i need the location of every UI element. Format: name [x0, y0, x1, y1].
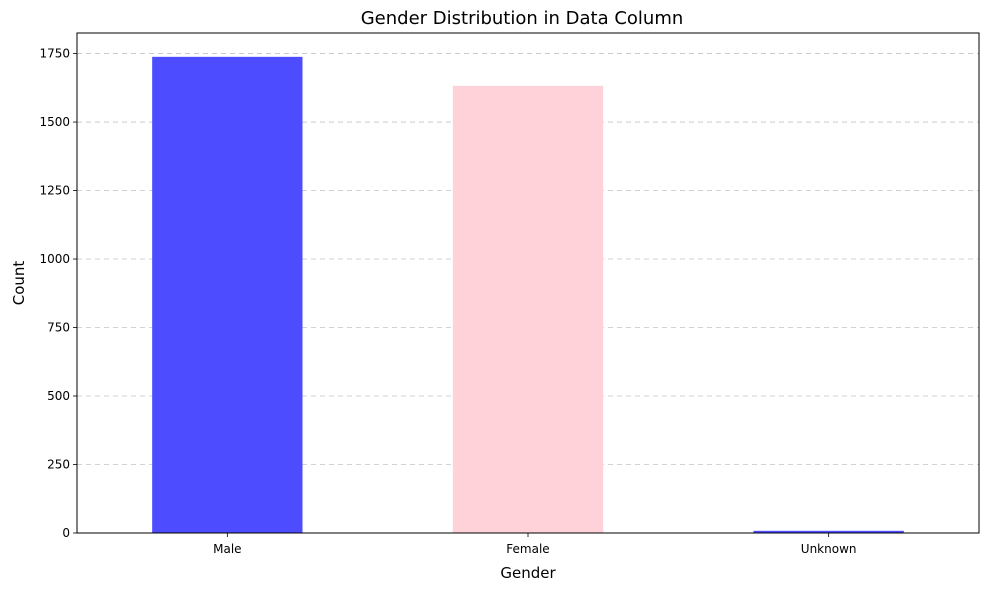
- x-axis-label: Gender: [500, 564, 556, 582]
- bar-female: [452, 85, 604, 533]
- bar-unknown: [753, 530, 904, 533]
- y-tick-label: 500: [47, 389, 70, 403]
- y-tick-label: 1750: [39, 47, 70, 61]
- chart-title: Gender Distribution in Data Column: [361, 8, 684, 29]
- x-tick-label: Unknown: [801, 542, 857, 556]
- y-tick-label: 1250: [39, 184, 70, 198]
- x-tick-label: Male: [213, 542, 241, 556]
- bar-male: [152, 56, 303, 533]
- x-axis-ticks: Male Female Unknown: [213, 533, 857, 556]
- bars: [152, 56, 904, 533]
- y-tick-label: 250: [47, 458, 70, 472]
- y-tick-label: 1500: [39, 115, 70, 129]
- y-tick-label: 0: [62, 526, 70, 540]
- y-axis-ticks: 0 250 500 750 1000 1250 1500 1750: [39, 47, 77, 540]
- y-tick-label: 750: [47, 321, 70, 335]
- y-tick-label: 1000: [39, 252, 70, 266]
- y-axis-label: Count: [10, 261, 28, 306]
- x-tick-label: Female: [506, 542, 549, 556]
